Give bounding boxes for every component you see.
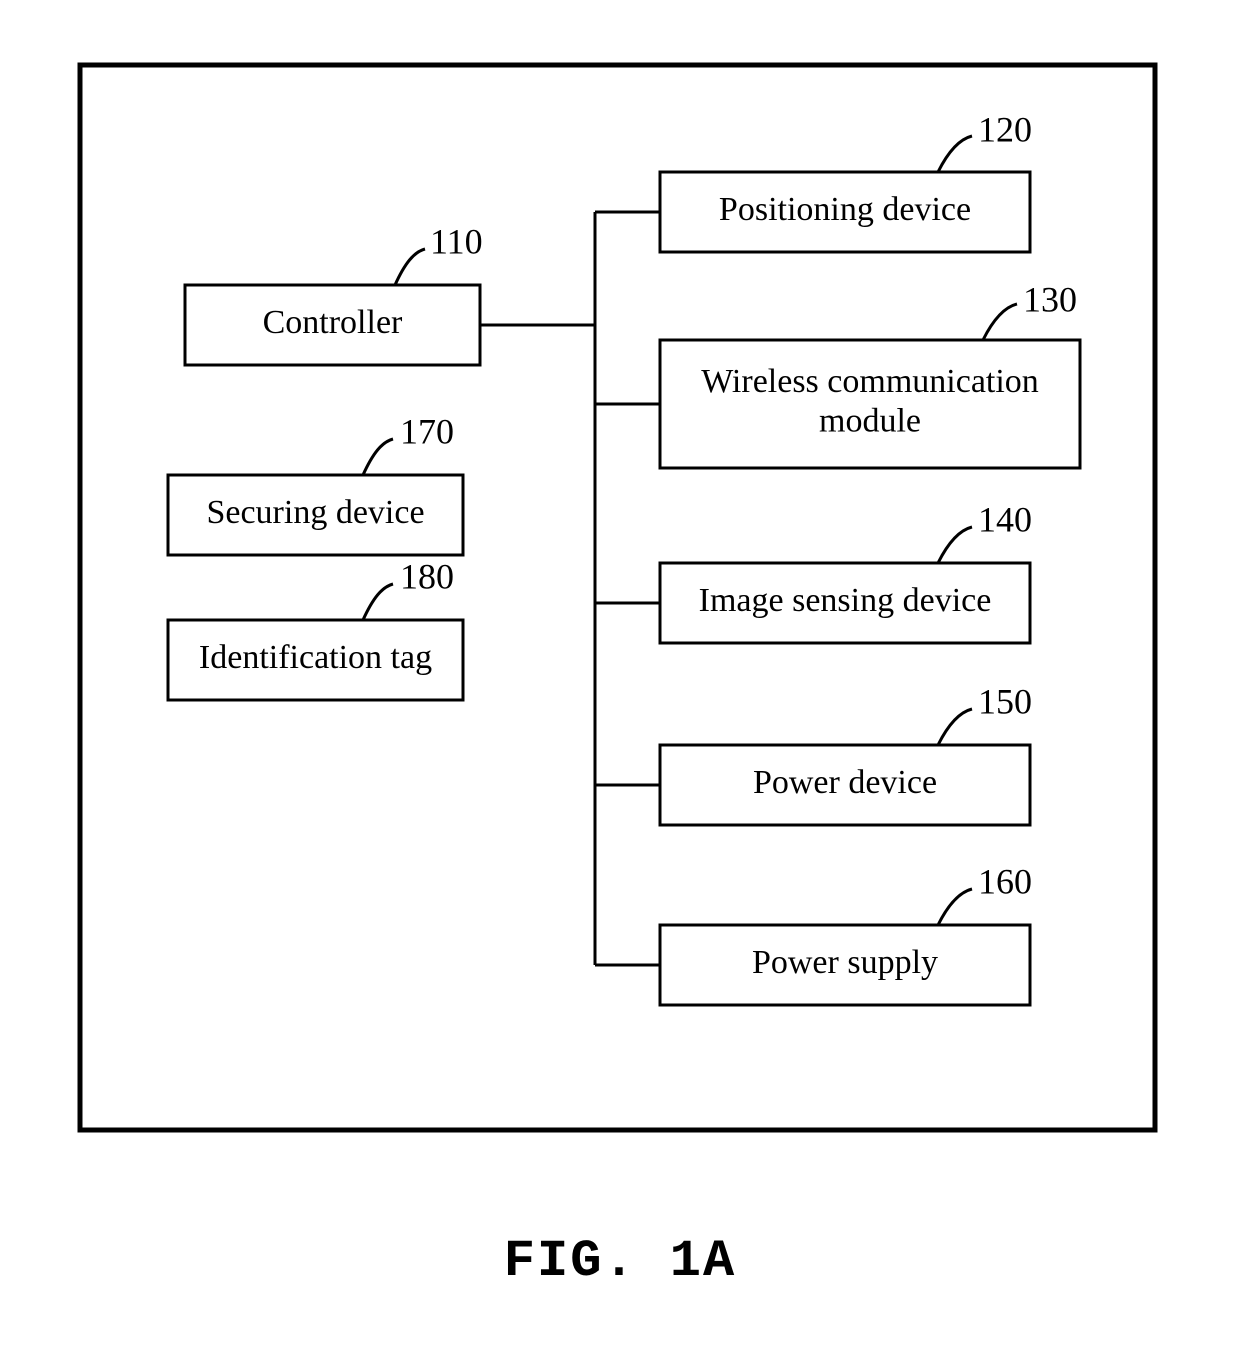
block-label-controller: Controller bbox=[263, 304, 403, 341]
ref-positioning: 120 bbox=[978, 109, 1032, 149]
block-label-wireless-line1: module bbox=[819, 402, 921, 439]
ref-controller: 110 bbox=[430, 221, 483, 261]
ref-powersup: 160 bbox=[978, 861, 1032, 901]
block-label-powersup: Power supply bbox=[752, 944, 938, 981]
ref-powerdev: 150 bbox=[978, 681, 1032, 721]
block-label-powerdev: Power device bbox=[753, 764, 937, 801]
figure-caption: FIG. 1A bbox=[504, 1232, 736, 1291]
block-label-image: Image sensing device bbox=[699, 582, 992, 619]
block-label-idtag: Identification tag bbox=[199, 639, 432, 676]
block-label-securing: Securing device bbox=[206, 494, 424, 531]
ref-securing: 170 bbox=[400, 411, 454, 451]
block-label-wireless-line0: Wireless communication bbox=[701, 363, 1039, 400]
ref-image: 140 bbox=[978, 499, 1032, 539]
diagram-canvas: Controller 110 Securing device 170 Identific… bbox=[0, 0, 1240, 1367]
block-label-positioning: Positioning device bbox=[719, 191, 971, 228]
ref-idtag: 180 bbox=[400, 556, 454, 596]
ref-wireless: 130 bbox=[1023, 279, 1077, 319]
